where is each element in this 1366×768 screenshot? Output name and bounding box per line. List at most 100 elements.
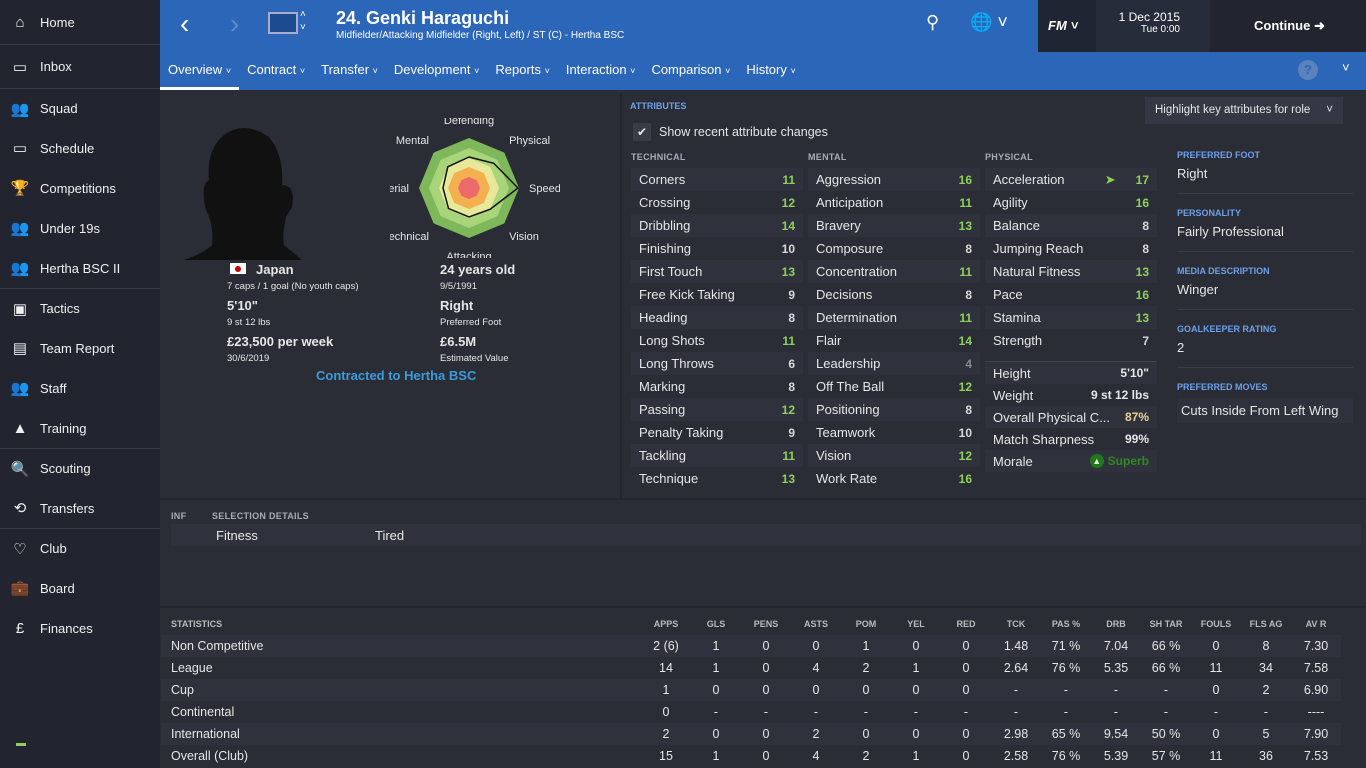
sidebar-item-scouting[interactable]: 🔍 Scouting — [0, 448, 160, 488]
attribute-row[interactable]: First Touch 13 — [631, 260, 803, 283]
sidebar-item-team-report[interactable]: ▤ Team Report — [0, 328, 160, 368]
attribute-row[interactable]: Dribbling 14 — [631, 214, 803, 237]
attribute-row[interactable]: Off The Ball 12 — [808, 375, 980, 398]
help-icon[interactable]: ? — [1298, 60, 1318, 80]
attribute-row[interactable]: Marking 8 — [631, 375, 803, 398]
nationality[interactable]: Japan — [256, 262, 294, 277]
attribute-row[interactable]: Corners 11 — [631, 168, 803, 191]
date-button[interactable]: 1 Dec 2015 Tue 0:00 — [1096, 0, 1210, 52]
attribute-row[interactable]: Passing 12 — [631, 398, 803, 421]
attribute-row[interactable]: Jumping Reach 8 — [985, 237, 1157, 260]
tab-overview[interactable]: Overview ˅ — [160, 52, 240, 90]
sidebar-item-competitions[interactable]: 🏆 Competitions — [0, 168, 160, 208]
sidebar-item-board[interactable]: 💼 Board — [0, 568, 160, 608]
sidebar-item-training[interactable]: ▲ Training — [0, 408, 160, 448]
sidebar-item-schedule[interactable]: ▭ Schedule — [0, 128, 160, 168]
attribute-row[interactable]: Acceleration ➤ 17 — [985, 168, 1157, 191]
sidebar-item-club[interactable]: ♡ Club — [0, 528, 160, 568]
table-row[interactable]: Continental 0- - - - - - - - - - - - ---- — [161, 701, 1341, 723]
more-chevron-icon[interactable]: ˅ — [1342, 60, 1350, 75]
sidebar-item-finances[interactable]: £ Finances — [0, 608, 160, 648]
forward-button[interactable]: › — [230, 8, 240, 39]
attribute-row[interactable]: Weight 9 st 12 lbs — [985, 384, 1157, 406]
attribute-row[interactable]: Positioning 8 — [808, 398, 980, 421]
attribute-row[interactable]: Flair 14 — [808, 329, 980, 352]
attribute-row[interactable]: Crossing 12 — [631, 191, 803, 214]
tab-contract[interactable]: Contract ˅ — [239, 52, 313, 90]
sidebar-item-transfers[interactable]: ⟲ Transfers — [0, 488, 160, 528]
attribute-row[interactable]: Penalty Taking 9 — [631, 421, 803, 444]
column-header[interactable]: AV R — [1305, 619, 1327, 629]
show-changes-checkbox[interactable]: ✔ — [633, 123, 651, 141]
attribute-row[interactable]: Agility 16 — [985, 191, 1157, 214]
column-header[interactable]: FLS AG — [1249, 619, 1283, 629]
column-header[interactable]: ASTS — [803, 619, 828, 629]
tab-transfer[interactable]: Transfer ˅ — [313, 52, 386, 90]
column-header[interactable]: SH TAR — [1149, 619, 1183, 629]
sidebar-item-tactics[interactable]: ▣ Tactics — [0, 288, 160, 328]
globe-icon[interactable]: 🌐 ˅ — [970, 12, 1008, 32]
attribute-row[interactable]: Free Kick Taking 9 — [631, 283, 803, 306]
attribute-row[interactable]: Concentration 11 — [808, 260, 980, 283]
attribute-row[interactable]: Heading 8 — [631, 306, 803, 329]
column-header[interactable]: FOULS — [1200, 619, 1232, 629]
column-header[interactable]: STATISTICS — [171, 619, 223, 629]
attribute-row[interactable]: Aggression 16 — [808, 168, 980, 191]
attribute-row[interactable]: Leadership 4 — [808, 352, 980, 375]
attribute-row[interactable]: Tackling 11 — [631, 444, 803, 467]
column-header[interactable]: APPS — [653, 619, 679, 629]
tab-history[interactable]: History ˅ — [738, 52, 803, 90]
attribute-row[interactable]: Height 5'10" — [985, 362, 1157, 384]
table-row[interactable]: League 14 1 0 4 2 1 0 2.64 76 % 5.35 66 % 11 34 7.58 — [161, 657, 1341, 679]
attribute-row[interactable]: Long Throws 6 — [631, 352, 803, 375]
table-row[interactable]: Cup 1 0 0 0 0 0 0- - - -0 2 6.90 — [161, 679, 1341, 701]
table-row[interactable]: Overall (Club) 15 1 0 4 2 1 0 2.58 76 % 5.39 57 % 11… — [161, 745, 1341, 767]
contracted-club-link[interactable]: Contracted to Hertha BSC — [316, 368, 477, 383]
table-row[interactable]: International 2 0 0 2 0 0 0 2.98 65 % 9.54 50 % 0 5 7.… — [161, 723, 1341, 745]
continue-button[interactable]: Continue ➜ — [1210, 0, 1366, 52]
attribute-row[interactable]: Long Shots 11 — [631, 329, 803, 352]
column-header[interactable]: POM — [855, 619, 877, 629]
tab-reports[interactable]: Reports ˅ — [487, 52, 557, 90]
column-header[interactable]: YEL — [907, 619, 925, 629]
attribute-row[interactable]: Vision 12 — [808, 444, 980, 467]
attribute-row[interactable]: Overall Physical C... 87% — [985, 406, 1157, 428]
column-header[interactable]: RED — [956, 619, 976, 629]
sidebar-item-under-19s[interactable]: 👥 Under 19s — [0, 208, 160, 248]
attribute-row[interactable]: Bravery 13 — [808, 214, 980, 237]
sidebar-item-hertha-bsc-ii[interactable]: 👥 Hertha BSC II — [0, 248, 160, 288]
column-header[interactable]: GLS — [706, 619, 726, 629]
attribute-row[interactable]: Work Rate 16 — [808, 467, 980, 490]
sidebar-item-home[interactable]: ⌂ Home — [0, 0, 160, 44]
column-header[interactable]: DRB — [1106, 619, 1126, 629]
column-header[interactable]: PAS % — [1051, 619, 1081, 629]
attribute-row[interactable]: Teamwork 10 — [808, 421, 980, 444]
column-header[interactable]: PENS — [753, 619, 779, 629]
table-row[interactable]: Non Competitive 2 (6) 1 0 0 1 0 0 1.48 71 % 7.04 66… — [161, 635, 1341, 657]
player-switch-arrows[interactable]: ˄ ˅ — [300, 9, 306, 33]
fm-menu-button[interactable]: FM ˅ — [1038, 0, 1096, 52]
tab-interaction[interactable]: Interaction ˅ — [558, 52, 644, 90]
attribute-row[interactable]: Determination 11 — [808, 306, 980, 329]
attribute-row[interactable]: Decisions 8 — [808, 283, 980, 306]
highlight-role-dropdown[interactable]: Highlight key attributes for role ˅ — [1145, 97, 1343, 124]
search-icon[interactable]: ⚲ — [926, 12, 940, 32]
sidebar-item-squad[interactable]: 👥 Squad — [0, 88, 160, 128]
tab-comparison[interactable]: Comparison ˅ — [643, 52, 738, 90]
sidebar-item-inbox[interactable]: ▭ Inbox — [0, 44, 160, 88]
attribute-row[interactable]: Match Sharpness 99% — [985, 428, 1157, 450]
attribute-row[interactable]: Pace 16 — [985, 283, 1157, 306]
sidebar-item-staff[interactable]: 👥 Staff — [0, 368, 160, 408]
attribute-row[interactable]: Natural Fitness 13 — [985, 260, 1157, 283]
attribute-row[interactable]: Composure 8 — [808, 237, 980, 260]
back-button[interactable]: ‹ — [180, 8, 190, 39]
tab-development[interactable]: Development ˅ — [386, 52, 488, 90]
attribute-row[interactable]: Anticipation 11 — [808, 191, 980, 214]
attribute-row[interactable]: Morale ▲ Superb — [985, 450, 1157, 472]
attribute-row[interactable]: Finishing 10 — [631, 237, 803, 260]
attribute-row[interactable]: Balance 8 — [985, 214, 1157, 237]
attribute-row[interactable]: Technique 13 — [631, 467, 803, 490]
column-header[interactable]: TCK — [1006, 619, 1026, 629]
attribute-row[interactable]: Strength 7 — [985, 329, 1157, 352]
attribute-row[interactable]: Stamina 13 — [985, 306, 1157, 329]
